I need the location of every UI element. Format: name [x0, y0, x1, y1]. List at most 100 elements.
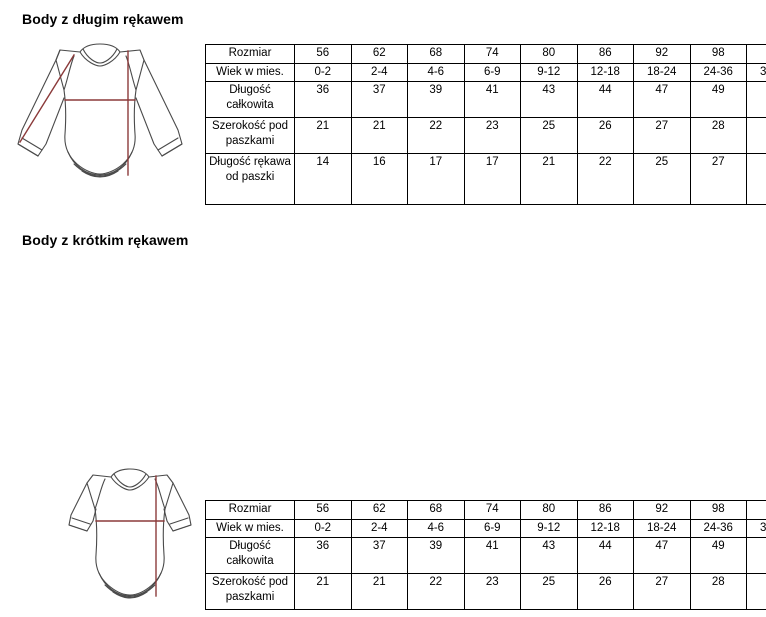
- size-table-short-sleeve: Rozmiar 56 62 68 74 80 86 92 98 104 Wiek…: [205, 500, 766, 610]
- header-size-cell: 68: [408, 501, 465, 520]
- row-label: Szerokość pod paszkami: [206, 118, 295, 154]
- row-value: 25: [521, 118, 578, 154]
- header-size-cell: 68: [408, 45, 465, 64]
- row-value: 22: [577, 154, 634, 205]
- row-value: 9-12: [521, 519, 578, 538]
- header-size-cell: 62: [351, 501, 408, 520]
- section-long-sleeve: Body z długim rękawem: [0, 0, 766, 210]
- header-label-cell: Rozmiar: [206, 501, 295, 520]
- row-value: 21: [521, 154, 578, 205]
- sleeve-length-measure-line: [20, 55, 74, 142]
- row-value: 47: [634, 538, 691, 574]
- row-value: 0-2: [295, 519, 352, 538]
- header-size-cell: 80: [521, 45, 578, 64]
- row-value: 47: [634, 82, 691, 118]
- row-value: 26: [577, 574, 634, 610]
- row-value: 0-2: [295, 63, 352, 82]
- row-value: 51: [747, 82, 766, 118]
- section-short-sleeve: Body z krótkim rękawem: [0, 210, 766, 420]
- row-value: 28: [690, 118, 747, 154]
- row-value: 2-4: [351, 519, 408, 538]
- header-size-cell: 74: [464, 45, 521, 64]
- table-header-row: Rozmiar 56 62 68 74 80 86 92 98 104: [206, 501, 766, 520]
- row-value: 49: [690, 538, 747, 574]
- row-value: 22: [408, 118, 465, 154]
- row-value: 25: [521, 574, 578, 610]
- row-label: Długość całkowita: [206, 538, 295, 574]
- table-row: Szerokość pod paszkami 21 21 22 23 25 26…: [206, 118, 766, 154]
- header-size-cell: 98: [690, 501, 747, 520]
- size-table-long-sleeve: Rozmiar 56 62 68 74 80 86 92 98 104 Wiek…: [205, 44, 766, 205]
- header-size-cell: 74: [464, 501, 521, 520]
- table-row: Szerokość pod paszkami 21 21 22 23 25 26…: [206, 574, 766, 610]
- row-value: 49: [690, 82, 747, 118]
- row-value: 44: [577, 538, 634, 574]
- row-value: 24-36: [690, 519, 747, 538]
- row-value: 17: [464, 154, 521, 205]
- row-value: 27: [634, 118, 691, 154]
- table-header-row: Rozmiar 56 62 68 74 80 86 92 98 104: [206, 45, 766, 64]
- row-value: 18-24: [634, 519, 691, 538]
- row-label: Długość rękawa od paszki: [206, 154, 295, 205]
- row-value: 36: [295, 538, 352, 574]
- row-value: 41: [464, 82, 521, 118]
- row-value: 29: [747, 154, 766, 205]
- row-value: 14: [295, 154, 352, 205]
- long-sleeve-bodysuit-illustration: [8, 38, 204, 198]
- row-value: 27: [634, 574, 691, 610]
- row-value: 39: [408, 538, 465, 574]
- row-value: 43: [521, 82, 578, 118]
- row-value: 36-48: [747, 63, 766, 82]
- row-value: 43: [521, 538, 578, 574]
- short-sleeve-bodysuit-illustration: [55, 465, 205, 617]
- header-size-cell: 56: [295, 45, 352, 64]
- header-label-cell: Rozmiar: [206, 45, 295, 64]
- header-size-cell: 86: [577, 501, 634, 520]
- table-row: Długość całkowita 36 37 39 41 43 44 47 4…: [206, 82, 766, 118]
- header-size-cell: 86: [577, 45, 634, 64]
- row-value: 41: [464, 538, 521, 574]
- row-label: Szerokość pod paszkami: [206, 574, 295, 610]
- row-label: Wiek w mies.: [206, 519, 295, 538]
- row-value: 25: [634, 154, 691, 205]
- row-value: 9-12: [521, 63, 578, 82]
- row-label: Długość całkowita: [206, 82, 295, 118]
- row-value: 29: [747, 118, 766, 154]
- row-value: 51: [747, 538, 766, 574]
- table-row: Długość całkowita 36 37 39 41 43 44 47 4…: [206, 538, 766, 574]
- row-value: 23: [464, 118, 521, 154]
- row-value: 16: [351, 154, 408, 205]
- table-row: Wiek w mies. 0-2 2-4 4-6 6-9 9-12 12-18 …: [206, 519, 766, 538]
- row-value: 27: [690, 154, 747, 205]
- header-size-cell: 80: [521, 501, 578, 520]
- row-value: 44: [577, 82, 634, 118]
- row-value: 21: [295, 574, 352, 610]
- row-value: 18-24: [634, 63, 691, 82]
- row-value: 28: [690, 574, 747, 610]
- row-value: 6-9: [464, 519, 521, 538]
- row-value: 39: [408, 82, 465, 118]
- row-value: 37: [351, 538, 408, 574]
- row-value: 21: [351, 118, 408, 154]
- row-value: 26: [577, 118, 634, 154]
- row-value: 24-36: [690, 63, 747, 82]
- row-value: 23: [464, 574, 521, 610]
- table-row: Długość rękawa od paszki 14 16 17 17 21 …: [206, 154, 766, 205]
- row-value: 21: [351, 574, 408, 610]
- row-value: 12-18: [577, 519, 634, 538]
- row-value: 4-6: [408, 519, 465, 538]
- row-value: 4-6: [408, 63, 465, 82]
- row-value: 6-9: [464, 63, 521, 82]
- header-size-cell: 92: [634, 501, 691, 520]
- row-value: 37: [351, 82, 408, 118]
- row-value: 22: [408, 574, 465, 610]
- row-value: 36: [295, 82, 352, 118]
- header-size-cell: 56: [295, 501, 352, 520]
- row-value: 21: [295, 118, 352, 154]
- row-value: 2-4: [351, 63, 408, 82]
- row-value: 36-48: [747, 519, 766, 538]
- header-size-cell: 104: [747, 501, 766, 520]
- row-label: Wiek w mies.: [206, 63, 295, 82]
- table-row: Wiek w mies. 0-2 2-4 4-6 6-9 9-12 12-18 …: [206, 63, 766, 82]
- section-title-long-sleeve: Body z długim rękawem: [22, 11, 184, 27]
